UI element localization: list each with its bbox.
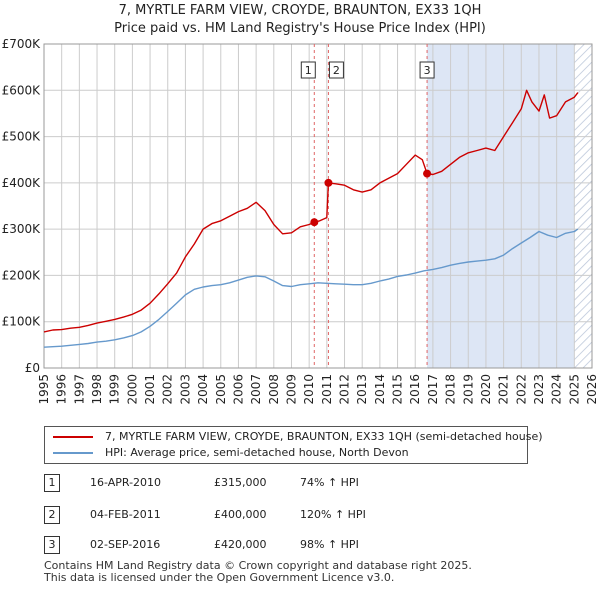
y-tick-label: £400K	[2, 176, 42, 190]
x-tick-label: 1996	[55, 374, 69, 405]
transaction-hpi-change: 120% ↑ HPI	[300, 508, 366, 521]
sale-event-badge-label: 2	[333, 64, 340, 77]
chart-plot: £0 £100K £200K £300K £400K £500K £600K £700K 199…	[2, 37, 599, 405]
sale-event-badge	[419, 61, 435, 79]
x-tick-label: 2000	[125, 374, 139, 405]
sale-event-badge	[328, 61, 344, 79]
x-tick-label: 2017	[426, 374, 440, 405]
x-tick-label: 2022	[514, 374, 528, 405]
transaction-hpi-change: 98% ↑ HPI	[300, 538, 359, 551]
footer-copyright: Contains HM Land Registry data © Crown c…	[44, 559, 472, 572]
sale-event-badge-label: 3	[424, 64, 431, 77]
x-tick-label: 2006	[231, 374, 245, 405]
transaction-hpi-change: 74% ↑ HPI	[300, 476, 359, 489]
plot-frame	[43, 43, 593, 369]
hpi-series-line	[43, 228, 579, 348]
y-tick-label: £0	[25, 361, 40, 375]
y-tick-label: £700K	[2, 37, 42, 51]
transaction-date: 04-FEB-2011	[90, 508, 161, 521]
price-series-line	[43, 89, 579, 333]
y-tick-label: £200K	[2, 268, 42, 282]
future-hatched-region	[574, 44, 592, 368]
transaction-price: £400,000	[214, 508, 267, 521]
legend: 7, MYRTLE FARM VIEW, CROYDE, BRAUNTON, E…	[44, 426, 543, 464]
transaction-number-badge: 1	[44, 474, 60, 492]
y-tick-label: £600K	[2, 83, 42, 97]
y-tick-label: £500K	[2, 130, 42, 144]
sale-point-marker	[324, 178, 333, 187]
chart-title: 7, MYRTLE FARM VIEW, CROYDE, BRAUNTON, E…	[118, 3, 482, 18]
x-tick-label: 2021	[497, 374, 511, 405]
x-tick-label: 2015	[391, 374, 405, 405]
legend-swatch-price	[53, 436, 93, 438]
sale-event-badge	[300, 61, 316, 79]
x-tick-label: 2014	[373, 374, 387, 405]
x-tick-label: 1997	[72, 374, 86, 405]
x-tick-label: 2020	[479, 374, 493, 405]
legend-label-hpi: HPI: Average price, semi-detached house,…	[105, 446, 409, 459]
transaction-date: 02-SEP-2016	[90, 538, 161, 551]
transaction-number-badge: 2	[44, 506, 60, 524]
transaction-price: £315,000	[214, 476, 267, 489]
y-tick-label: £100K	[2, 315, 42, 329]
legend-label-price: 7, MYRTLE FARM VIEW, CROYDE, BRAUNTON, E…	[105, 430, 543, 443]
transaction-number-badge: 3	[44, 536, 60, 554]
x-tick-label: 2019	[461, 374, 475, 405]
transaction-row: 2 04-FEB-2011 £400,000 120% ↑ HPI	[44, 506, 544, 524]
x-tick-label: 2010	[302, 374, 316, 405]
x-tick-label: 2016	[408, 374, 422, 405]
x-tick-label: 2004	[196, 374, 210, 405]
transaction-date: 16-APR-2010	[90, 476, 162, 489]
transaction-price: £420,000	[214, 538, 267, 551]
x-tick-label: 1995	[37, 374, 51, 405]
x-tick-label: 2001	[143, 374, 157, 405]
x-tick-label: 2025	[567, 374, 581, 405]
footer-licence: This data is licensed under the Open Gov…	[44, 571, 395, 584]
transaction-row: 3 02-SEP-2016 £420,000 98% ↑ HPI	[44, 536, 544, 554]
transaction-row: 1 16-APR-2010 £315,000 74% ↑ HPI	[44, 474, 544, 492]
x-tick-label: 2009	[284, 374, 298, 405]
x-tick-label: 2005	[214, 374, 228, 405]
x-tick-label: 2012	[338, 374, 352, 405]
sale-event-badge-label: 1	[305, 64, 312, 77]
x-tick-label: 2013	[355, 374, 369, 405]
x-tick-label: 2007	[249, 374, 263, 405]
post-sale-shaded-region	[427, 44, 575, 368]
x-tick-label: 2011	[320, 374, 334, 405]
x-tick-label: 2018	[444, 374, 458, 405]
x-tick-label: 2003	[178, 374, 192, 405]
footer-attribution: Contains HM Land Registry data © Crown c…	[44, 560, 472, 584]
x-tick-label: 2024	[550, 374, 564, 405]
legend-swatch-hpi	[53, 452, 93, 454]
y-tick-label: £300K	[2, 222, 42, 236]
x-tick-label: 1999	[108, 374, 122, 405]
x-tick-label: 2026	[585, 374, 599, 405]
x-tick-label: 1998	[90, 374, 104, 405]
sale-point-marker	[310, 218, 319, 227]
chart-subtitle: Price paid vs. HM Land Registry's House …	[114, 21, 486, 36]
x-tick-label: 2008	[267, 374, 281, 405]
x-tick-label: 2002	[161, 374, 175, 405]
x-tick-label: 2023	[532, 374, 546, 405]
sale-point-marker	[423, 169, 432, 178]
